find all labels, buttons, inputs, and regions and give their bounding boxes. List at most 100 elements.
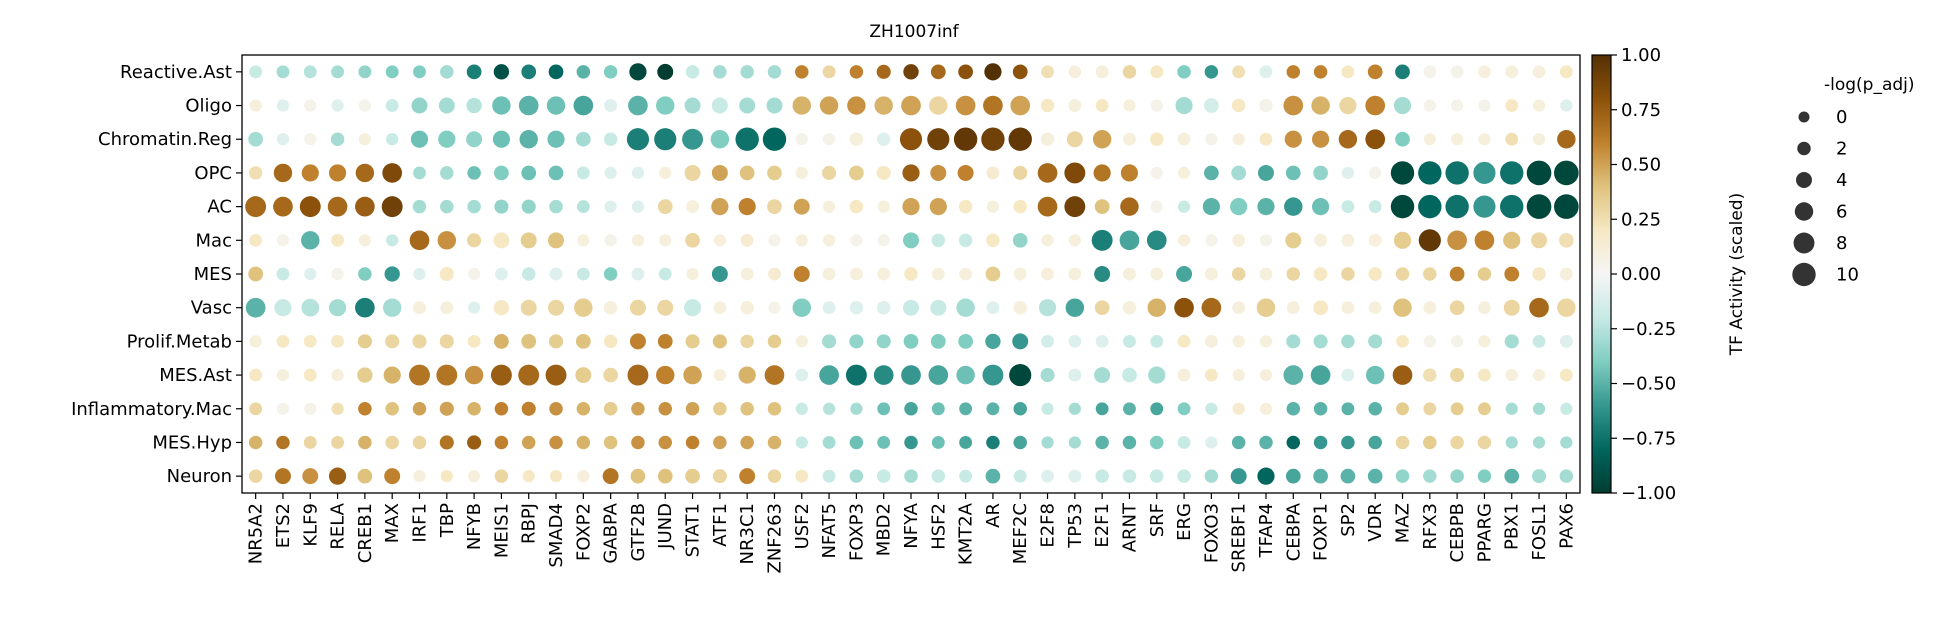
dot: [986, 166, 1000, 180]
dot: [986, 301, 1000, 315]
column-label: ARNT: [1119, 502, 1140, 552]
dot: [413, 166, 426, 180]
column-label: FOXP3: [846, 503, 867, 561]
dot: [1257, 198, 1275, 216]
dot: [276, 267, 290, 281]
dot: [958, 334, 973, 349]
dot: [382, 163, 403, 183]
dot: [249, 368, 263, 382]
dot: [604, 99, 618, 112]
dot: [1451, 99, 1464, 112]
dot: [494, 165, 509, 181]
dot: [1095, 65, 1109, 79]
dot: [985, 468, 1001, 484]
size-legend-label: 8: [1836, 233, 1847, 254]
dot: [903, 232, 919, 249]
dot: [603, 65, 618, 79]
dot: [1310, 365, 1331, 385]
dot: [438, 130, 456, 148]
dot: [1041, 436, 1054, 449]
dot: [795, 133, 808, 146]
dot: [1013, 402, 1027, 416]
dot: [1040, 132, 1055, 146]
dot: [1232, 301, 1246, 315]
dot: [1068, 334, 1082, 348]
dot: [958, 64, 973, 80]
dot: [1505, 65, 1519, 79]
dot: [958, 233, 973, 248]
dot: [467, 233, 482, 248]
dot: [1232, 133, 1245, 146]
dot: [1473, 195, 1496, 218]
dot: [1150, 334, 1164, 348]
dot: [248, 469, 263, 483]
dot: [903, 64, 919, 80]
dot: [930, 64, 946, 80]
dot: [713, 368, 726, 382]
column-label: STAT1: [683, 503, 704, 557]
dot: [930, 299, 947, 316]
column-label: HSF2: [928, 503, 949, 550]
dot: [1368, 301, 1382, 315]
dot: [710, 130, 730, 149]
dot: [1123, 99, 1136, 112]
dot: [1259, 132, 1273, 146]
dot: [1526, 194, 1552, 219]
dot: [1148, 366, 1166, 384]
dot: [683, 365, 702, 385]
dot: [1285, 165, 1301, 181]
dot: [795, 436, 808, 449]
dot: [1418, 194, 1442, 219]
dot: [1177, 65, 1191, 79]
dot: [1532, 436, 1546, 449]
dot: [1393, 231, 1412, 249]
row-label: Reactive.Ast: [120, 62, 232, 83]
size-legend-dot: [1796, 172, 1812, 188]
dot: [248, 435, 263, 450]
dot: [493, 300, 510, 316]
dot: [1557, 298, 1576, 317]
dot: [412, 402, 427, 416]
dot: [1232, 65, 1246, 79]
dot: [331, 368, 344, 382]
dot: [1500, 194, 1524, 219]
row-label: Prolif.Metab: [127, 331, 232, 352]
dot: [740, 334, 754, 349]
dot: [1560, 99, 1573, 112]
dot: [1205, 436, 1218, 449]
dot: [768, 267, 781, 281]
dot: [1339, 96, 1357, 115]
dot: [931, 436, 945, 449]
dot: [1150, 166, 1163, 180]
dot: [795, 234, 808, 247]
dot: [767, 469, 782, 483]
dot: [713, 65, 727, 79]
dot: [1423, 402, 1437, 416]
dot: [518, 95, 539, 116]
dot: [1503, 299, 1520, 316]
dot: [1177, 368, 1191, 382]
dot: [413, 470, 426, 483]
dot: [358, 99, 371, 112]
dot: [1311, 96, 1330, 115]
dot: [357, 334, 372, 349]
dot: [658, 267, 672, 281]
dot: [1037, 163, 1058, 183]
dot: [602, 468, 619, 485]
dot: [1013, 469, 1027, 483]
dot: [795, 469, 809, 483]
dot: [1554, 160, 1579, 186]
dot: [303, 334, 317, 348]
dot: [439, 334, 454, 349]
dot: [521, 165, 537, 181]
dot: [494, 435, 509, 450]
dot: [959, 402, 973, 416]
dot: [1010, 95, 1031, 116]
dot: [1368, 200, 1382, 214]
dot: [355, 163, 375, 183]
dot: [1041, 234, 1054, 247]
column-label: USF2: [792, 503, 813, 549]
colorbar-tick-label: −0.50: [1621, 374, 1676, 395]
dot: [656, 365, 675, 385]
dot: [713, 402, 727, 416]
